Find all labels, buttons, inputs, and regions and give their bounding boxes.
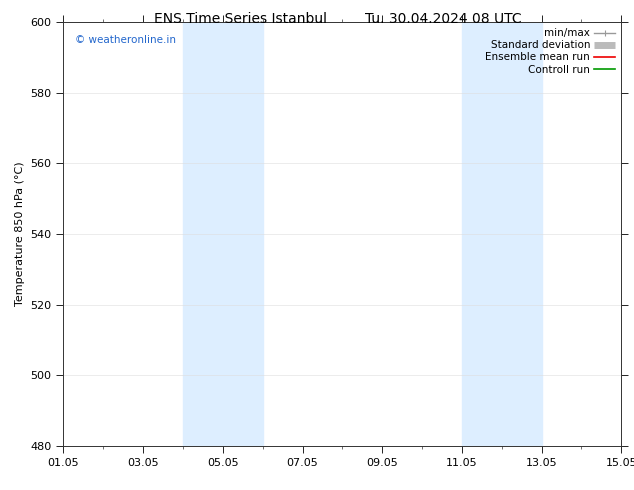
- Bar: [223, 22, 262, 446]
- Bar: [501, 22, 541, 446]
- Text: ENS Time Series Istanbul: ENS Time Series Istanbul: [155, 12, 327, 26]
- Y-axis label: Temperature 850 hPa (°C): Temperature 850 hPa (°C): [15, 162, 25, 306]
- Text: © weatheronline.in: © weatheronline.in: [75, 35, 176, 45]
- Text: Tu. 30.04.2024 08 UTC: Tu. 30.04.2024 08 UTC: [365, 12, 522, 26]
- Bar: [183, 22, 223, 446]
- Bar: [462, 22, 501, 446]
- Legend: min/max, Standard deviation, Ensemble mean run, Controll run: min/max, Standard deviation, Ensemble me…: [481, 24, 619, 79]
